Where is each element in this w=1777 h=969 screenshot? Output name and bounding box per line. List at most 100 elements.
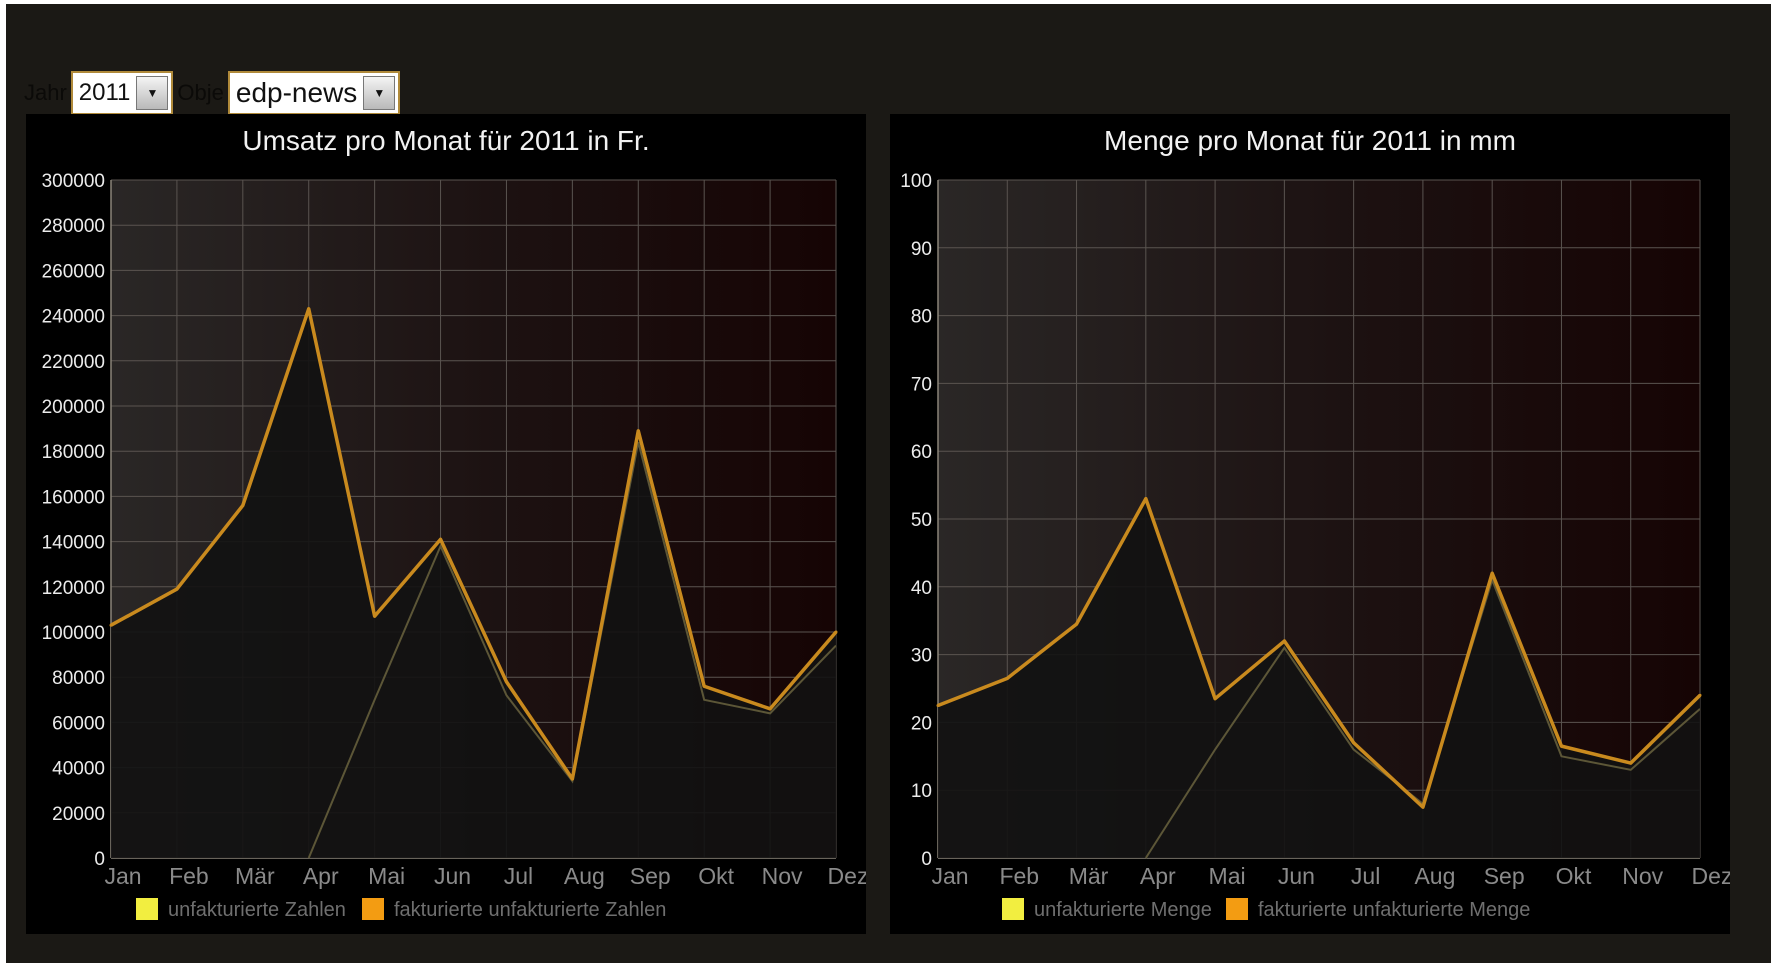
data-point xyxy=(570,777,574,781)
y-tick-label: 100000 xyxy=(42,623,105,644)
y-tick-label: 60000 xyxy=(52,713,105,734)
series-line-unfakturiert xyxy=(307,441,837,859)
chevron-down-icon[interactable]: ▼ xyxy=(136,76,169,110)
data-point xyxy=(768,707,772,711)
data-point xyxy=(1352,741,1356,745)
year-select[interactable]: 2011 ▼ xyxy=(70,71,174,115)
data-point xyxy=(109,623,113,627)
x-tick-label: Feb xyxy=(169,863,209,889)
x-tick-label: Feb xyxy=(999,863,1039,889)
app-frame: Jahr 2011 ▼ Obje edp-news ▼ Umsatz pro M… xyxy=(6,4,1771,963)
y-tick-label: 300000 xyxy=(42,171,105,192)
data-point xyxy=(1075,622,1079,626)
y-tick-label: 140000 xyxy=(42,533,105,554)
data-point xyxy=(307,307,311,311)
y-tick-label: 90 xyxy=(911,239,932,260)
quantity-chart-panel: Menge pro Monat für 2011 in mm 0 10 20 30 40 5… xyxy=(890,114,1730,934)
y-tick-label: 200000 xyxy=(42,397,105,418)
y-tick-label: 50 xyxy=(911,510,932,531)
x-tick-label: Jul xyxy=(504,863,533,889)
series-area xyxy=(111,308,836,858)
y-tick-label: 20000 xyxy=(52,804,105,825)
y-tick-label: 40000 xyxy=(52,759,105,780)
data-point xyxy=(1698,693,1702,697)
y-tick-label: 100 xyxy=(900,171,932,192)
data-point xyxy=(1490,571,1494,575)
chevron-down-icon[interactable]: ▼ xyxy=(363,76,396,110)
x-tick-label: Dez xyxy=(1692,863,1730,889)
y-tick-label: 40 xyxy=(911,578,932,599)
y-tick-label: 0 xyxy=(94,849,105,870)
series-area xyxy=(938,498,1700,858)
y-tick-label: 60 xyxy=(911,442,932,463)
y-tick-label: 80 xyxy=(911,307,932,328)
series-line-fakturiert xyxy=(937,496,1702,809)
y-tick-label: 30 xyxy=(911,646,932,667)
legend-label: unfakturierte Zahlen xyxy=(168,899,346,921)
chart-0-svg: Umsatz pro Monat für 2011 in Fr. 0 20000 40… xyxy=(42,125,866,921)
data-point xyxy=(373,614,377,618)
legend-swatch xyxy=(136,898,158,920)
data-point xyxy=(1421,805,1425,809)
y-tick-label: 260000 xyxy=(42,261,105,282)
x-tick-label: Jul xyxy=(1351,863,1380,889)
legend-swatch xyxy=(1226,898,1248,920)
y-tick-label: 120000 xyxy=(42,578,105,599)
data-point xyxy=(636,429,640,433)
data-point xyxy=(175,587,179,591)
x-tick-label: Mär xyxy=(235,863,275,889)
chart-legend: unfakturierte Menge fakturierte unfakturi… xyxy=(1002,898,1530,921)
x-tick-label: Jan xyxy=(104,863,141,889)
year-select-value: 2011 xyxy=(78,79,131,106)
x-tick-label: Jan xyxy=(931,863,968,889)
series-line-fakturiert xyxy=(110,307,838,781)
x-tick-label: Apr xyxy=(303,863,339,889)
chart-1-svg: Menge pro Monat für 2011 in mm 0 10 20 30 40 5… xyxy=(900,125,1730,921)
x-tick-label: Mär xyxy=(1069,863,1109,889)
y-tick-label: 0 xyxy=(921,849,932,870)
y-tick-label: 280000 xyxy=(42,216,105,237)
y-tick-label: 220000 xyxy=(42,352,105,373)
data-point xyxy=(241,503,245,507)
chart-title: Menge pro Monat für 2011 in mm xyxy=(1104,125,1516,156)
account-select[interactable]: edp-news ▼ xyxy=(227,71,401,115)
x-tick-label: Sep xyxy=(630,863,671,889)
data-point xyxy=(1213,697,1217,701)
legend-swatch xyxy=(1002,898,1024,920)
legend-label: fakturierte unfakturierte Menge xyxy=(1258,899,1530,921)
account-label: Obje xyxy=(177,80,224,105)
y-tick-label: 80000 xyxy=(52,668,105,689)
legend-label: unfakturierte Menge xyxy=(1034,899,1212,921)
x-tick-label: Jun xyxy=(1278,863,1315,889)
x-tick-label: Nov xyxy=(1622,863,1663,889)
account-select-value: edp-news xyxy=(235,77,358,108)
legend-label: fakturierte unfakturierte Zahlen xyxy=(394,899,666,921)
data-point xyxy=(936,703,940,707)
x-tick-label: Mai xyxy=(368,863,405,889)
data-point xyxy=(504,680,508,684)
filter-bar: Jahr 2011 ▼ Obje edp-news ▼ xyxy=(20,70,401,116)
data-point xyxy=(834,630,838,634)
data-point xyxy=(1629,761,1633,765)
y-tick-label: 180000 xyxy=(42,442,105,463)
x-tick-label: Aug xyxy=(1414,863,1455,889)
data-point xyxy=(1144,497,1148,501)
x-tick-label: Nov xyxy=(762,863,803,889)
x-tick-label: Okt xyxy=(698,863,734,889)
data-point xyxy=(1005,676,1009,680)
legend-swatch xyxy=(362,898,384,920)
y-tick-label: 10 xyxy=(911,781,932,802)
data-point xyxy=(439,537,443,541)
chart-title: Umsatz pro Monat für 2011 in Fr. xyxy=(242,125,649,156)
x-tick-label: Dez xyxy=(828,863,866,889)
y-tick-label: 240000 xyxy=(42,307,105,328)
data-point xyxy=(1282,639,1286,643)
x-tick-label: Mai xyxy=(1209,863,1246,889)
y-tick-label: 70 xyxy=(911,374,932,395)
data-point xyxy=(702,684,706,688)
x-tick-label: Sep xyxy=(1484,863,1525,889)
y-tick-label: 160000 xyxy=(42,487,105,508)
x-tick-label: Apr xyxy=(1140,863,1176,889)
revenue-chart-panel: Umsatz pro Monat für 2011 in Fr. 0 20000 40… xyxy=(26,114,866,934)
x-tick-label: Aug xyxy=(564,863,605,889)
